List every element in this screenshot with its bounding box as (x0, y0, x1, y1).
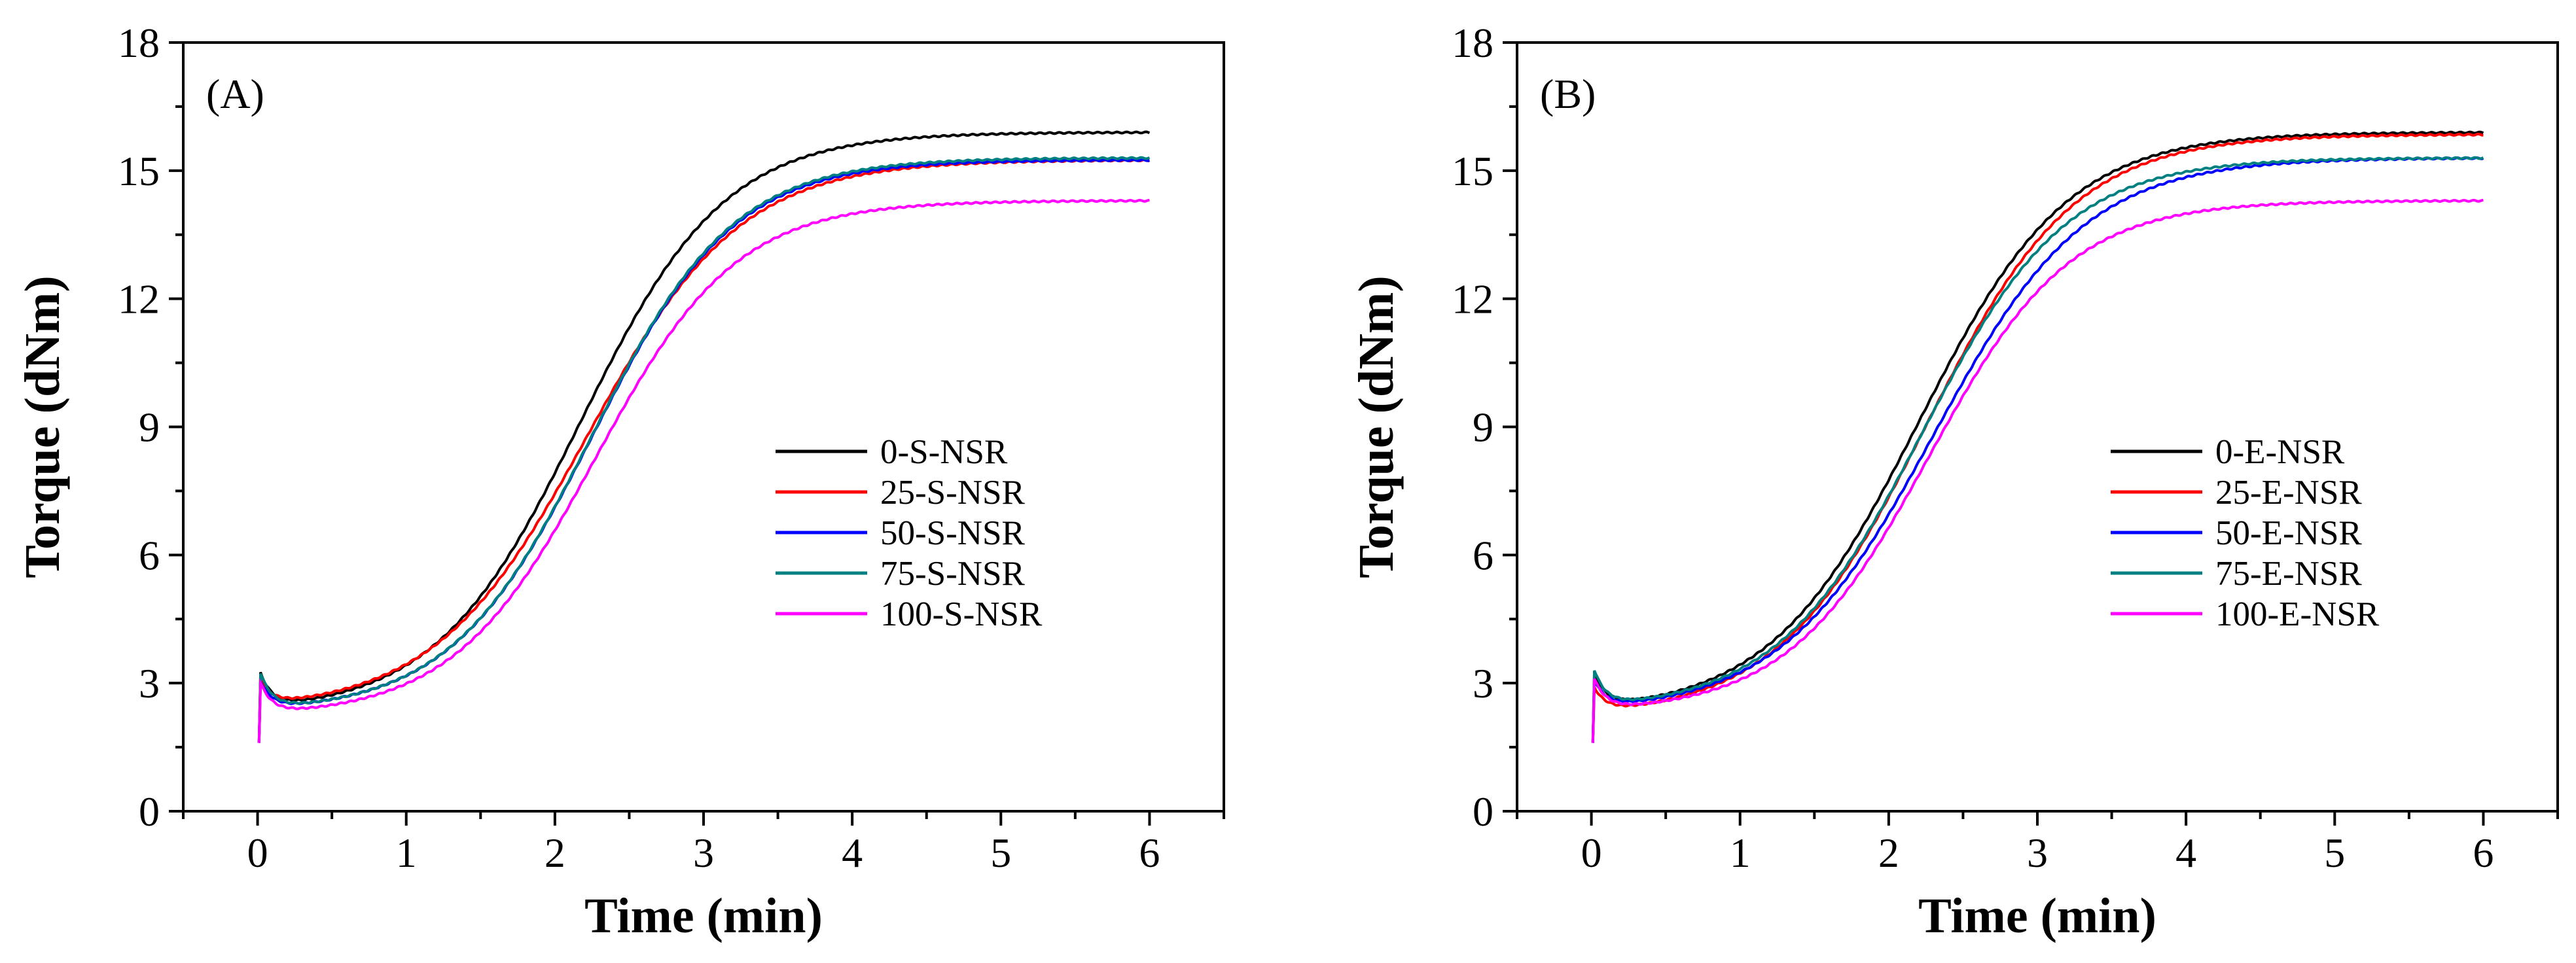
y-tick-label: 12 (1452, 276, 1494, 323)
y-tick-label: 6 (139, 532, 160, 578)
legend-label: 25-S-NSR (880, 474, 1026, 512)
y-tick-label: 0 (139, 788, 160, 835)
x-tick-label: 1 (396, 830, 417, 876)
series-line-25-s-nsr (257, 158, 1150, 743)
x-tick-label: 5 (2324, 830, 2345, 876)
x-tick-label: 5 (990, 830, 1011, 876)
legend-label: 0-S-NSR (880, 433, 1008, 471)
x-axis-title: Time (min) (1918, 888, 2156, 943)
y-tick-label: 15 (1452, 148, 1494, 194)
legend-label: 75-S-NSR (880, 555, 1026, 593)
x-tick-label: 6 (2473, 830, 2494, 876)
y-tick-label: 12 (118, 276, 160, 323)
series-line-50-s-nsr (257, 158, 1150, 743)
x-tick-label: 2 (545, 830, 565, 876)
legend-label: 50-S-NSR (880, 514, 1026, 552)
panel-label: (A) (206, 71, 264, 117)
y-tick-label: 18 (118, 20, 160, 66)
series-line-75-e-nsr (1591, 156, 2484, 743)
series-line-0-e-nsr (1591, 130, 2484, 743)
y-tick-label: 6 (1473, 532, 1494, 578)
series-line-100-e-nsr (1591, 198, 2484, 743)
y-axis-title: Torque (dNm) (15, 275, 70, 578)
y-tick-label: 15 (118, 148, 160, 194)
series-line-100-s-nsr (257, 198, 1150, 743)
legend-label: 0-E-NSR (2215, 433, 2345, 471)
legend-label: 75-E-NSR (2215, 555, 2362, 593)
y-tick-label: 9 (1473, 404, 1494, 451)
x-tick-label: 0 (1581, 830, 1602, 876)
x-axis-title: Time (min) (584, 888, 823, 943)
x-tick-label: 3 (693, 830, 714, 876)
x-tick-label: 0 (247, 830, 268, 876)
series-line-75-s-nsr (257, 156, 1151, 743)
legend-label: 100-S-NSR (880, 595, 1043, 633)
panel-label: (B) (1540, 71, 1596, 117)
y-tick-label: 9 (139, 404, 160, 451)
x-tick-label: 3 (2027, 830, 2048, 876)
y-tick-label: 3 (1473, 660, 1494, 707)
y-tick-label: 18 (1452, 20, 1494, 66)
y-tick-label: 3 (139, 660, 160, 707)
y-axis-title: Torque (dNm) (1349, 275, 1404, 578)
series-line-50-e-nsr (1591, 156, 2484, 743)
series-line-0-s-nsr (257, 130, 1151, 743)
legend-label: 100-E-NSR (2215, 595, 2380, 633)
x-tick-label: 4 (2175, 830, 2196, 876)
series-line-25-e-nsr (1591, 132, 2484, 743)
legend-label: 50-E-NSR (2215, 514, 2362, 552)
x-tick-label: 2 (1878, 830, 1899, 876)
x-tick-label: 4 (842, 830, 863, 876)
y-tick-label: 0 (1473, 788, 1494, 835)
legend-label: 25-E-NSR (2215, 474, 2362, 512)
x-tick-label: 1 (1730, 830, 1751, 876)
x-tick-label: 6 (1139, 830, 1160, 876)
